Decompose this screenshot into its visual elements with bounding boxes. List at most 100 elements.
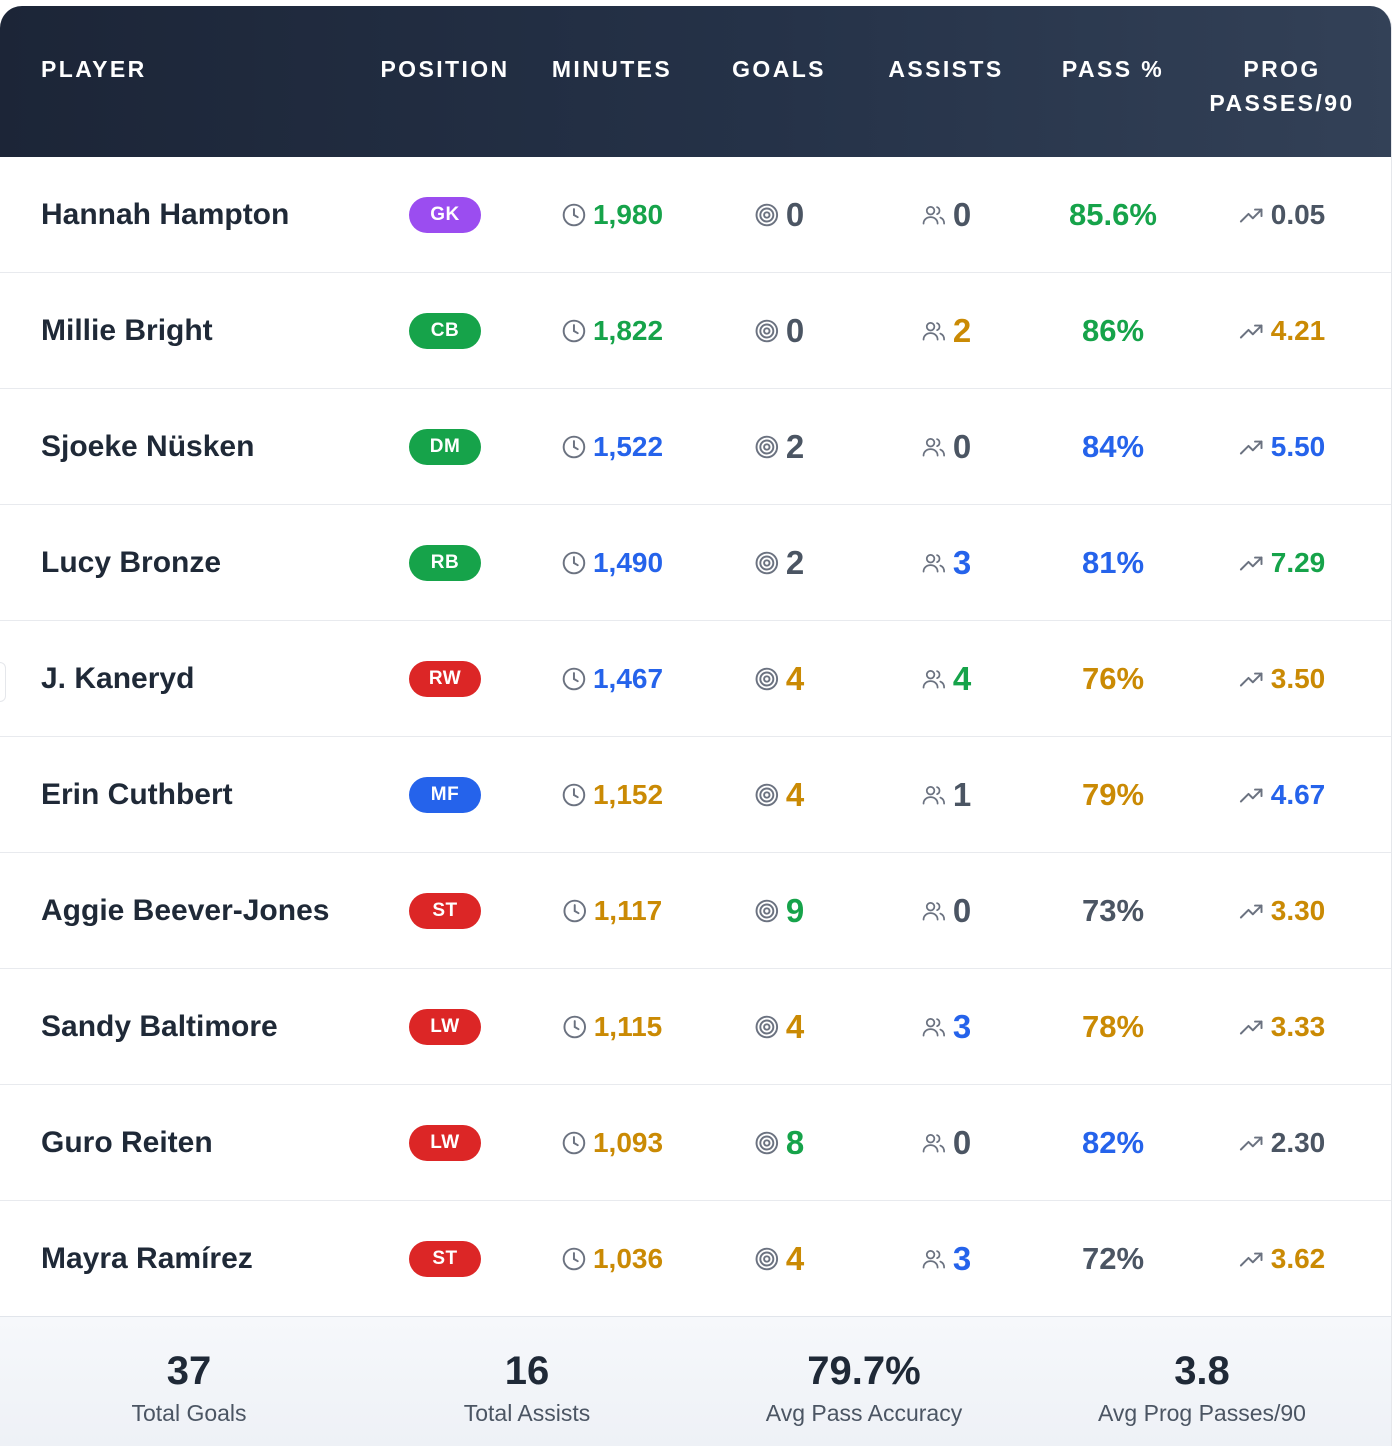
summary-value: 79.7% xyxy=(807,1349,921,1393)
column-header-player[interactable]: PLAYER xyxy=(41,56,147,82)
position-cell: GK xyxy=(409,157,481,273)
summary-value: 16 xyxy=(504,1349,550,1393)
target-icon xyxy=(754,1130,780,1156)
column-header-goals[interactable]: GOALS xyxy=(732,56,826,82)
goals-cell: 2 xyxy=(754,505,804,621)
trending-up-icon xyxy=(1239,434,1265,460)
clock-icon xyxy=(561,434,587,460)
pass-value: 73% xyxy=(1081,893,1145,928)
pass-value: 72% xyxy=(1081,1241,1145,1276)
assists-value: 0 xyxy=(952,428,972,465)
summary-label: Total Goals xyxy=(131,1400,247,1426)
prog-passes-value: 3.62 xyxy=(1270,1243,1326,1274)
prog-passes-value: 3.50 xyxy=(1270,663,1326,694)
users-icon xyxy=(921,318,947,344)
table-row[interactable]: Aggie Beever-Jones ST 1,117 9 0 73% 3.30 xyxy=(0,853,1391,969)
player-name[interactable]: Hannah Hampton xyxy=(41,198,290,231)
column-header-pass[interactable]: PASS % xyxy=(1061,56,1165,82)
table-row[interactable]: Guro Reiten LW 1,093 8 0 82% 2.30 xyxy=(0,1085,1391,1201)
table-row[interactable]: Millie Bright CB 1,822 0 2 86% 4.21 xyxy=(0,273,1391,389)
column-header-minutes[interactable]: MINUTES xyxy=(551,56,673,82)
summary-label: Total Assists xyxy=(463,1400,591,1426)
column-header-position[interactable]: POSITION xyxy=(380,56,510,82)
goals-value: 8 xyxy=(785,1124,805,1161)
goals-value: 4 xyxy=(785,660,805,697)
table-row[interactable]: Sjoeke Nüsken DM 1,522 2 0 84% 5.50 xyxy=(0,389,1391,505)
player-name[interactable]: Sjoeke Nüsken xyxy=(41,430,255,463)
player-name[interactable]: Erin Cuthbert xyxy=(41,778,233,811)
trending-up-icon xyxy=(1239,318,1265,344)
column-header-assists[interactable]: ASSISTS xyxy=(888,56,1004,82)
player-name[interactable]: Aggie Beever-Jones xyxy=(41,894,330,927)
pass-cell: 79% xyxy=(1082,737,1144,853)
pass-value: 86% xyxy=(1081,313,1145,348)
minutes-value: 1,093 xyxy=(592,1127,664,1158)
goals-value: 0 xyxy=(785,312,805,349)
goals-value: 4 xyxy=(785,1240,805,1277)
table-row[interactable]: Lucy Bronze RB 1,490 2 3 81% 7.29 xyxy=(0,505,1391,621)
minutes-value: 1,036 xyxy=(592,1243,664,1274)
column-header-prog-passes[interactable]: PROG PASSES/90 xyxy=(1209,56,1355,116)
users-icon xyxy=(921,550,947,576)
assists-cell: 1 xyxy=(921,737,971,853)
pass-cell: 84% xyxy=(1082,389,1144,505)
clock-icon xyxy=(561,1130,587,1156)
minutes-value: 1,115 xyxy=(593,1011,663,1042)
player-name[interactable]: Sandy Baltimore xyxy=(41,1010,278,1043)
pass-value: 81% xyxy=(1081,545,1145,580)
prog-passes-value: 4.67 xyxy=(1270,779,1326,810)
minutes-value: 1,490 xyxy=(592,547,664,578)
minutes-cell: 1,036 xyxy=(561,1201,663,1317)
table-row[interactable]: J. Kaneryd RW 1,467 4 4 76% 3.50 xyxy=(0,621,1391,737)
position-badge: RW xyxy=(409,661,481,697)
position-cell: LW xyxy=(409,969,481,1085)
pass-cell: 86% xyxy=(1082,273,1144,389)
minutes-cell: 1,522 xyxy=(561,389,663,505)
minutes-cell: 1,467 xyxy=(561,621,663,737)
assists-value: 3 xyxy=(952,1240,972,1277)
prog-passes-cell: 7.29 xyxy=(1239,505,1326,621)
goals-value: 2 xyxy=(785,428,805,465)
minutes-cell: 1,490 xyxy=(561,505,663,621)
trending-up-icon xyxy=(1239,782,1265,808)
prog-passes-value: 3.33 xyxy=(1270,1011,1326,1042)
target-icon xyxy=(754,1014,780,1040)
table-row[interactable]: Sandy Baltimore LW 1,115 4 3 78% 3.33 xyxy=(0,969,1391,1085)
assists-cell: 3 xyxy=(921,1201,971,1317)
prog-passes-value: 5.50 xyxy=(1270,431,1326,462)
player-name[interactable]: Guro Reiten xyxy=(41,1126,213,1159)
player-name[interactable]: Mayra Ramírez xyxy=(41,1242,253,1275)
goals-cell: 4 xyxy=(754,1201,804,1317)
position-badge: MF xyxy=(409,777,481,813)
player-name[interactable]: Lucy Bronze xyxy=(41,546,222,579)
player-name[interactable]: Millie Bright xyxy=(41,314,213,347)
pass-value: 79% xyxy=(1081,777,1145,812)
player-stats-card: PLAYER POSITION MINUTES GOALS ASSISTS PA… xyxy=(0,6,1392,1446)
collapsed-panel-handle[interactable] xyxy=(0,662,6,702)
summary-label: Avg Pass Accuracy xyxy=(765,1400,963,1426)
goals-value: 4 xyxy=(785,776,805,813)
prog-passes-value: 0.05 xyxy=(1270,199,1326,230)
users-icon xyxy=(921,202,947,228)
table-row[interactable]: Hannah Hampton GK 1,980 0 0 85.6% 0.05 xyxy=(0,157,1391,273)
goals-cell: 8 xyxy=(754,1085,804,1201)
users-icon xyxy=(921,782,947,808)
assists-cell: 3 xyxy=(921,505,971,621)
assists-cell: 0 xyxy=(921,389,971,505)
position-badge: DM xyxy=(409,429,481,465)
table-row[interactable]: Mayra Ramírez ST 1,036 4 3 72% 3.62 xyxy=(0,1201,1391,1317)
table-body: Hannah Hampton GK 1,980 0 0 85.6% 0.05 M… xyxy=(0,157,1391,1317)
minutes-value: 1,467 xyxy=(592,663,664,694)
prog-passes-value: 4.21 xyxy=(1270,315,1326,346)
player-name[interactable]: J. Kaneryd xyxy=(41,662,195,695)
minutes-value: 1,522 xyxy=(592,431,664,462)
summary-total-assists: 16 Total Assists xyxy=(367,1317,687,1427)
summary-avg-prog-passes: 3.8 Avg Prog Passes/90 xyxy=(1042,1317,1362,1427)
prog-passes-value: 7.29 xyxy=(1270,547,1326,578)
table-row[interactable]: Erin Cuthbert MF 1,152 4 1 79% 4.67 xyxy=(0,737,1391,853)
position-badge: ST xyxy=(409,1241,481,1277)
trending-up-icon xyxy=(1239,1246,1265,1272)
prog-passes-cell: 2.30 xyxy=(1239,1085,1325,1201)
position-cell: RW xyxy=(409,621,481,737)
goals-value: 0 xyxy=(785,196,805,233)
